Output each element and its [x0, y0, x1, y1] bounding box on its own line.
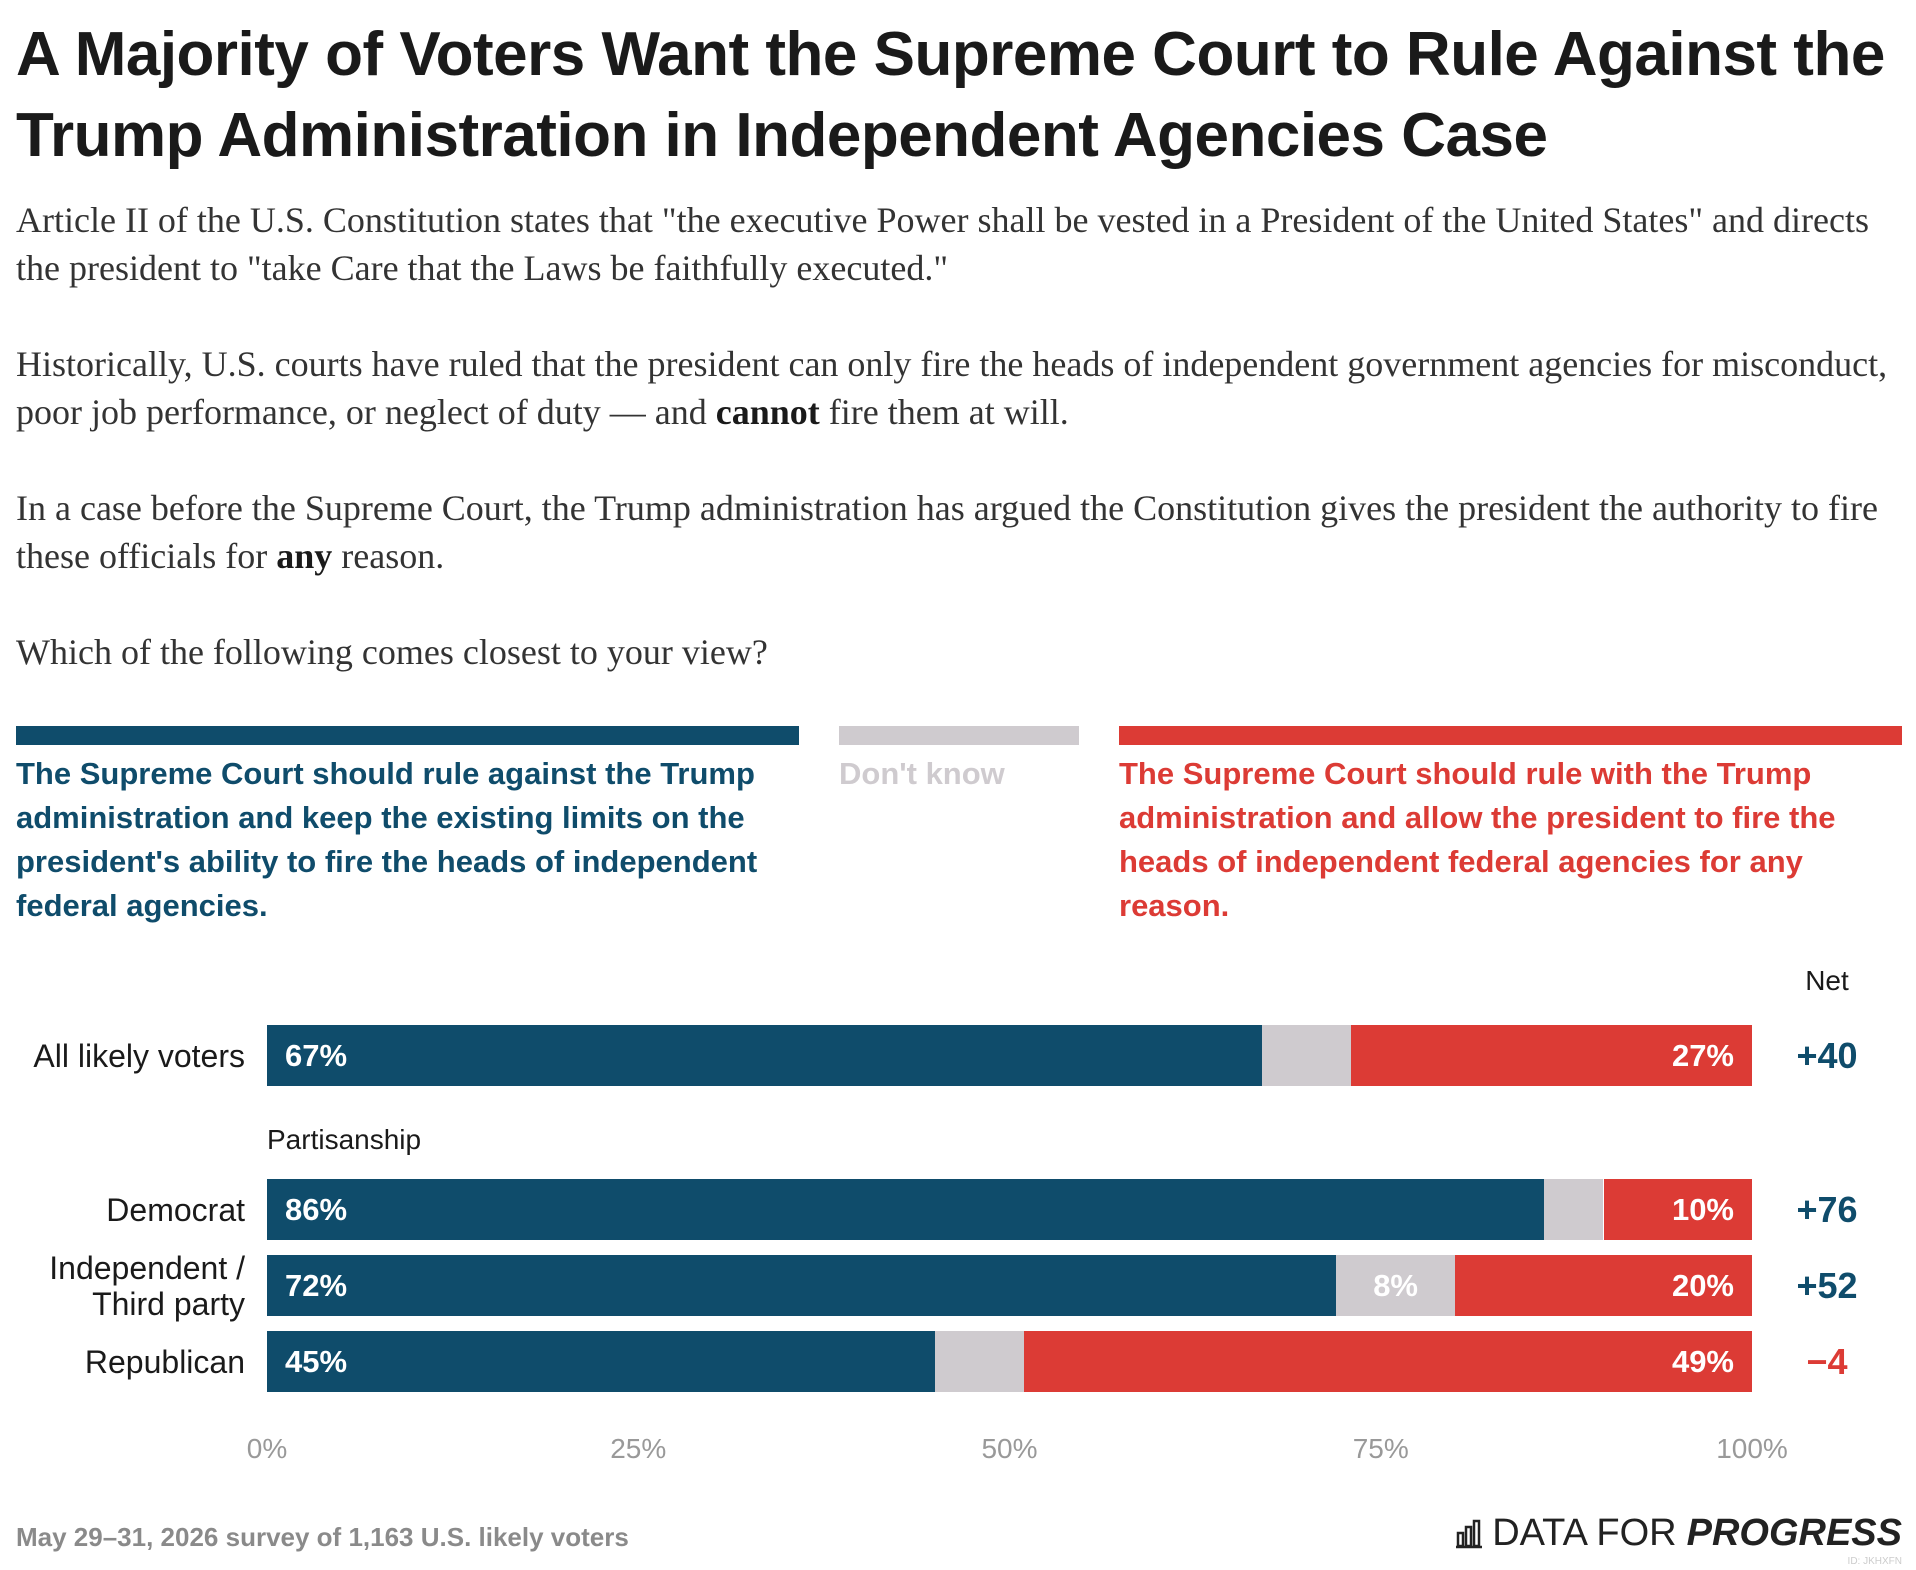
net-label: −4 — [1806, 1340, 1848, 1382]
value-label: 8% — [1373, 1267, 1418, 1303]
value-label: 86% — [285, 1191, 348, 1227]
legend-swatch — [16, 726, 799, 745]
intro-text: cannot — [715, 392, 820, 432]
value-label: 20% — [1671, 1267, 1734, 1303]
x-tick-label: 50% — [981, 1433, 1038, 1464]
category-label: Independent / Third party — [49, 1249, 245, 1322]
legend-swatch — [839, 726, 1079, 745]
bar-segment — [267, 1025, 1262, 1086]
intro: Article II of the U.S. Constitution stat… — [16, 196, 1906, 724]
category-label: Democrat — [106, 1191, 245, 1228]
bar-segment — [267, 1255, 1337, 1316]
bar-segment — [267, 1179, 1545, 1240]
legend-swatch — [1119, 726, 1902, 745]
logo-text: DATA FOR — [1492, 1512, 1677, 1554]
bar-segment — [1544, 1179, 1604, 1240]
intro-paragraph: Article II of the U.S. Constitution stat… — [16, 196, 1906, 292]
value-label: 72% — [285, 1267, 348, 1303]
bar-segment — [1261, 1025, 1352, 1086]
category-label: Republican — [84, 1343, 245, 1380]
intro-text: Historically, U.S. courts have ruled tha… — [16, 344, 1888, 432]
category-label: All likely voters — [33, 1037, 245, 1074]
intro-paragraph: In a case before the Supreme Court, the … — [16, 484, 1906, 580]
legend-label: The Supreme Court should rule against th… — [16, 756, 758, 923]
intro-paragraph: Which of the following comes closest to … — [16, 628, 1906, 676]
net-label: +52 — [1796, 1264, 1858, 1306]
intro-text: Which of the following comes closest to … — [16, 632, 768, 672]
intro-text: In a case before the Supreme Court, the … — [16, 488, 1878, 576]
intro-text: any — [276, 536, 333, 576]
legend-label: The Supreme Court should rule with the T… — [1119, 756, 1836, 923]
value-label: 45% — [285, 1343, 348, 1379]
intro-text: fire them at will. — [819, 392, 1069, 432]
intro-text: reason. — [332, 536, 445, 576]
source: May 29–31, 2026 survey of 1,163 U.S. lik… — [16, 1522, 629, 1552]
logo-icon — [1456, 1519, 1483, 1549]
intro-text: Article II of the U.S. Constitution stat… — [16, 200, 1869, 288]
bar-segment — [1455, 1255, 1752, 1316]
net-header: Net — [1805, 965, 1849, 996]
bar-segment — [935, 1331, 1025, 1392]
value-label: 10% — [1671, 1191, 1734, 1227]
legend-label: Don't know — [839, 756, 1005, 791]
x-tick-label: 25% — [610, 1433, 667, 1464]
logo: DATA FOR PROGRESS — [1454, 1512, 1902, 1555]
chart-id: ID: JKHXFN — [1847, 1556, 1902, 1567]
bar-segment — [1351, 1025, 1752, 1086]
group-label: Partisanship — [267, 1124, 422, 1155]
chart-title: A Majority of Voters Want the Supreme Co… — [16, 20, 1885, 170]
x-tick-label: 0% — [246, 1433, 288, 1464]
value-label: 49% — [1671, 1343, 1734, 1379]
intro-paragraph: Historically, U.S. courts have ruled tha… — [16, 340, 1906, 436]
bar-segment — [1603, 1179, 1752, 1240]
bar-segment — [1024, 1331, 1752, 1392]
bar-segment — [267, 1331, 936, 1392]
x-tick-label: 100% — [1716, 1433, 1788, 1464]
logo-emphasis: PROGRESS — [1686, 1512, 1902, 1554]
value-label: 27% — [1671, 1037, 1734, 1073]
net-label: +40 — [1796, 1034, 1858, 1076]
x-tick-label: 75% — [1352, 1433, 1409, 1464]
net-label: +76 — [1796, 1188, 1858, 1230]
bar-segment — [1336, 1255, 1455, 1316]
value-label: 67% — [285, 1037, 348, 1073]
